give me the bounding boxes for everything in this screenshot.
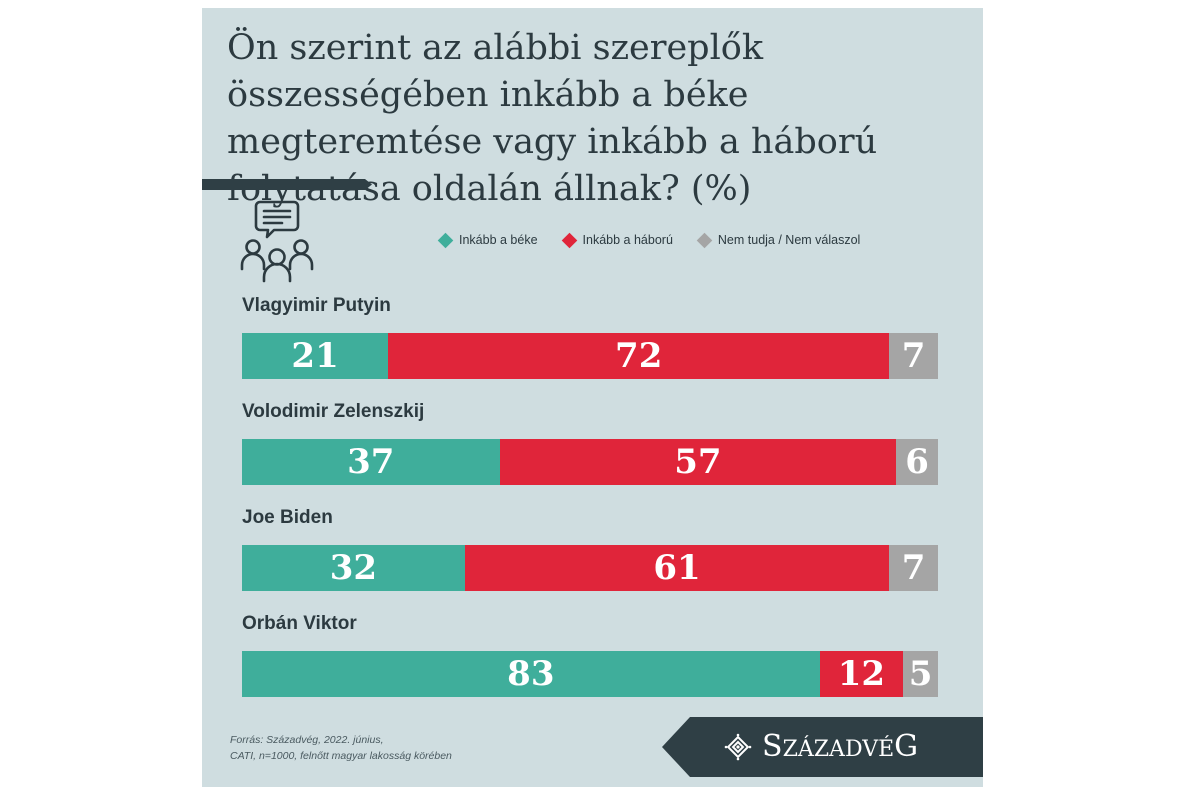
bar-row-joe-biden: 32 61 7: [242, 545, 938, 591]
data-label: 6: [905, 442, 929, 482]
bar-segment-peace-volodimir-zelenszkij: 37: [242, 439, 500, 485]
szazadveg-logo-icon: [724, 733, 752, 761]
legend-swatch-dont-know: [696, 232, 713, 248]
people-discussion-icon: [240, 200, 314, 283]
bar-segment-war-joe-biden: 61: [464, 545, 890, 591]
legend-label-dont-know: Nem tudja / Nem válaszol: [717, 233, 861, 247]
legend: Inkább a béke Inkább a háború Nem tudja …: [437, 230, 861, 250]
source-line-2: CATI, n=1000, felnőtt magyar lakosság kö…: [230, 750, 452, 762]
category-label-orban-viktor: Orbán Viktor: [242, 613, 357, 634]
bar-segment-peace-orban-viktor: 83: [242, 651, 820, 697]
bar-segment-dont-know-volodimir-zelenszkij: 6: [896, 439, 938, 485]
data-label: 37: [347, 442, 395, 482]
bar-segment-dont-know-orban-viktor: 5: [903, 651, 938, 697]
bar-segment-dont-know-vlagyimir-putyin: 7: [889, 333, 938, 379]
data-label: 12: [837, 654, 886, 694]
data-label: 83: [507, 654, 555, 694]
bar-segment-dont-know-joe-biden: 7: [889, 545, 938, 591]
source-note: Forrás: Századvég, 2022. június, CATI, n…: [230, 732, 452, 764]
bar-row-orban-viktor: 83 12 5: [242, 651, 938, 697]
chart-title: Ön szerint az alábbi szereplők összesség…: [227, 28, 878, 209]
data-label: 7: [901, 336, 926, 376]
legend-swatch-war: [561, 232, 577, 248]
source-line-1: Forrás: Századvég, 2022. június,: [230, 734, 384, 746]
legend-item-war: Inkább a háború: [561, 232, 673, 248]
data-label: 21: [291, 336, 339, 376]
data-label: 61: [653, 548, 701, 588]
legend-swatch-peace: [437, 232, 454, 248]
bar-segment-peace-joe-biden: 32: [242, 545, 465, 591]
legend-label-war: Inkább a háború: [582, 233, 673, 247]
title-divider: [202, 179, 372, 190]
category-label-volodimir-zelenszkij: Volodimir Zelenszkij: [242, 401, 425, 422]
logo-text: SZÁZADVÉG: [762, 729, 919, 764]
legend-item-peace: Inkább a béke: [437, 232, 538, 248]
bar-row-volodimir-zelenszkij: 37 57 6: [242, 439, 938, 485]
bar-row-vlagyimir-putyin: 21 72 7: [242, 333, 938, 379]
category-label-vlagyimir-putyin: Vlagyimir Putyin: [242, 295, 391, 316]
data-label: 5: [908, 654, 933, 694]
bar-segment-war-orban-viktor: 12: [819, 651, 904, 697]
bar-segment-peace-vlagyimir-putyin: 21: [242, 333, 389, 379]
legend-item-dont-know: Nem tudja / Nem válaszol: [696, 232, 861, 248]
bar-segment-war-volodimir-zelenszkij: 57: [499, 439, 897, 485]
legend-label-peace: Inkább a béke: [459, 233, 538, 247]
data-label: 7: [901, 548, 926, 588]
data-label: 57: [674, 442, 722, 482]
data-label: 32: [329, 548, 378, 588]
logo-banner: SZÁZADVÉG: [662, 717, 983, 777]
data-label: 72: [615, 336, 663, 376]
infographic-card: Ön szerint az alábbi szereplők összesség…: [202, 8, 983, 787]
category-label-joe-biden: Joe Biden: [242, 507, 333, 528]
bar-segment-war-vlagyimir-putyin: 72: [388, 333, 890, 379]
